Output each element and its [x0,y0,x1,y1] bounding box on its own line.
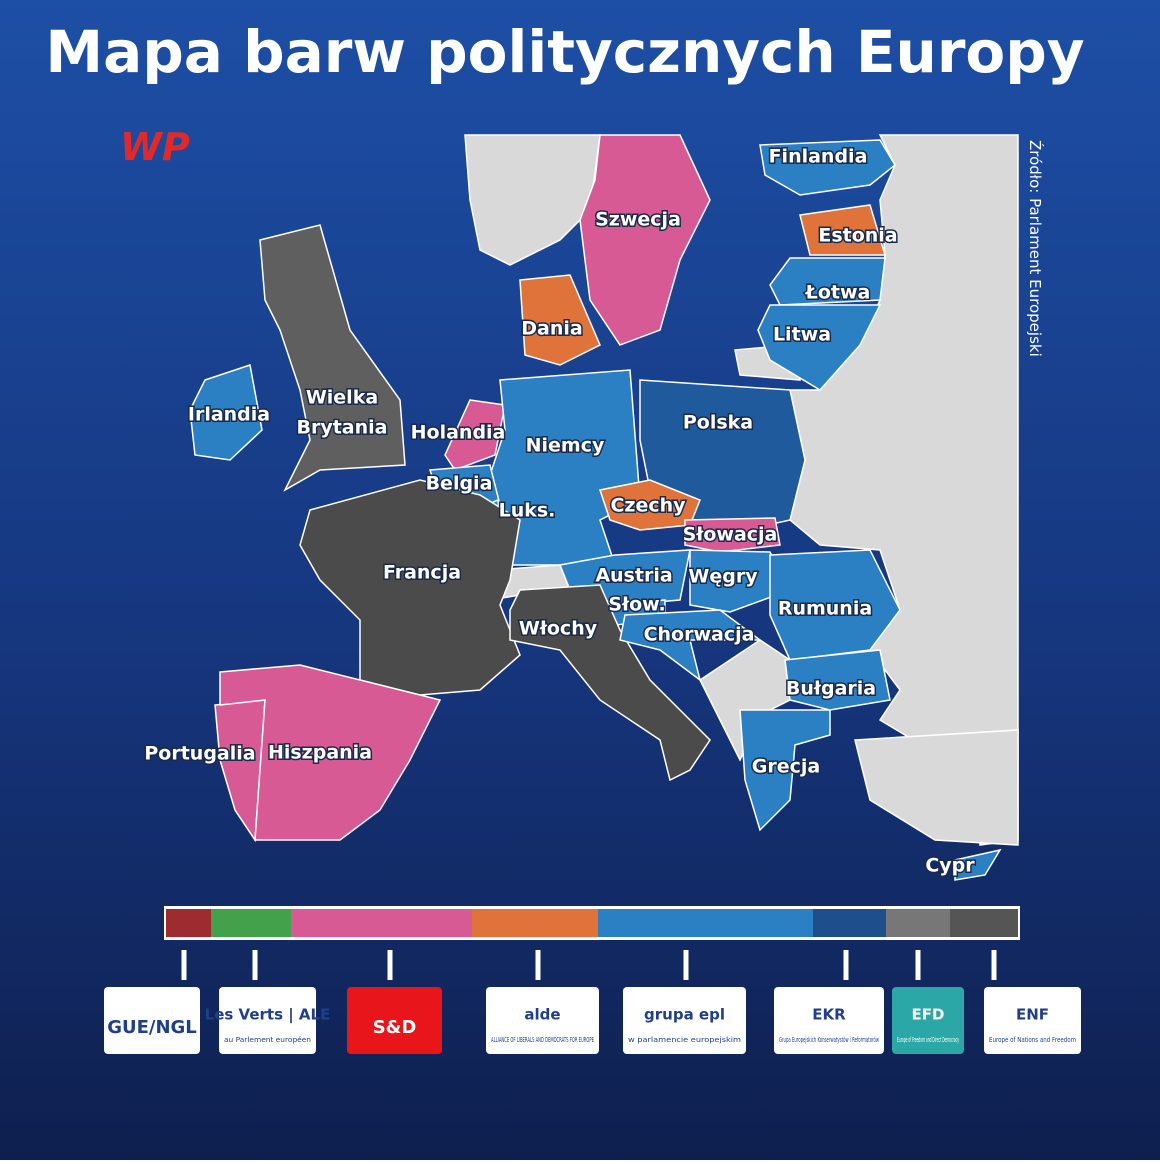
bar-segment [166,909,211,937]
country-label: Rumunia [778,598,872,620]
bar-segment [472,909,598,937]
country-label: Węgry [688,566,758,588]
source: Źródło: Parlament Europejski [1026,140,1045,357]
bar-segment [950,909,1018,937]
party-subtitle: Europe of Nations and Freedom [989,1036,1076,1044]
country-shape [219,664,442,841]
country-label: Grecja [752,756,820,778]
party-logo [623,987,746,1054]
country-label: Cypr [925,855,975,877]
party-name: alde [524,1006,560,1024]
party-logo [486,987,599,1054]
country-shape [759,139,896,196]
country-label: Polska [683,412,753,434]
country-label: Czechy [610,495,686,517]
bar-segment [886,909,950,937]
bar-segment [211,909,291,937]
country-shape [444,399,506,471]
country-label: Belgia [426,473,493,495]
country-label: Irlandia [188,404,270,426]
country-label: Luks. [499,500,556,522]
country-shape [299,479,521,696]
party-subtitle: au Parlement européen [224,1036,311,1044]
party-name: Les Verts | ALE [205,1006,331,1025]
country-shape [189,364,263,461]
country-shape [954,848,1002,881]
country-shape [509,584,711,782]
country-shape [769,549,901,661]
party-logo [347,987,442,1054]
country-label: Brytania [296,417,387,439]
country-label: Bułgaria [786,678,876,700]
countries: Finlandia Szwecja Estonia Łotwa Litwa Dania Ir… [143,134,1002,881]
party-name: GUE/NGL [107,1017,197,1038]
country-label: Słowacja [683,524,778,546]
party-subtitle: Europe of Freedom and Direct Democracy [897,1036,959,1044]
country-label: Chorwacja [644,624,755,646]
country-label: Łotwa [805,282,871,304]
country-label: Wielka [306,387,378,409]
party-name: grupa epl [644,1006,725,1024]
bar-segment [598,909,813,937]
title: Mapa barw politycznych Europy [45,18,1084,86]
country-label: Dania [521,318,582,340]
party-logo [219,987,316,1054]
party-subtitle: w parlamencie europejskim [628,1036,741,1044]
country-label: Holandia [411,422,506,444]
bar-segment [291,909,472,937]
party-name: ENF [1016,1006,1049,1024]
country-label: Szwecja [595,209,681,231]
party-name: S&D [373,1017,417,1038]
logo: WP [120,125,190,169]
party-logo [892,987,964,1054]
country-shape [757,304,882,391]
party-subtitle: ALLIANCE OF LIBERALS AND DEMOCRATS FOR E… [491,1036,594,1044]
bar-segment [813,909,886,937]
country-label: Włochy [519,618,598,640]
party-name: EKR [812,1006,846,1024]
legend: GUE/NGL Les Verts | ALE au Parlement europ… [104,906,1081,1054]
country-label: Niemcy [526,435,605,457]
country-label: Estonia [818,225,897,247]
country-shape [519,274,601,366]
party-logo [774,987,884,1054]
country-shape [689,549,792,613]
party-logo [104,987,200,1054]
country-label: Finlandia [769,146,868,168]
country-shape [259,224,406,492]
country-shape [579,134,711,346]
country-shape [799,204,887,256]
country-shape [769,257,886,306]
country-label: Portugalia [144,743,255,765]
country-shape [684,517,781,553]
country-label: Litwa [773,324,831,346]
country-label: Francja [383,562,461,584]
country-label: Słow. [608,594,665,616]
country-shape [784,649,891,711]
country-label: Hiszpania [268,742,372,764]
party-logo [984,987,1081,1054]
country-label: Austria [595,565,672,587]
party-subtitle: Grupa Europejskich Konserwatystów i Refo… [779,1036,879,1044]
party-name: EFD [912,1006,945,1024]
country-shape [619,609,763,682]
country-shape [739,709,831,832]
